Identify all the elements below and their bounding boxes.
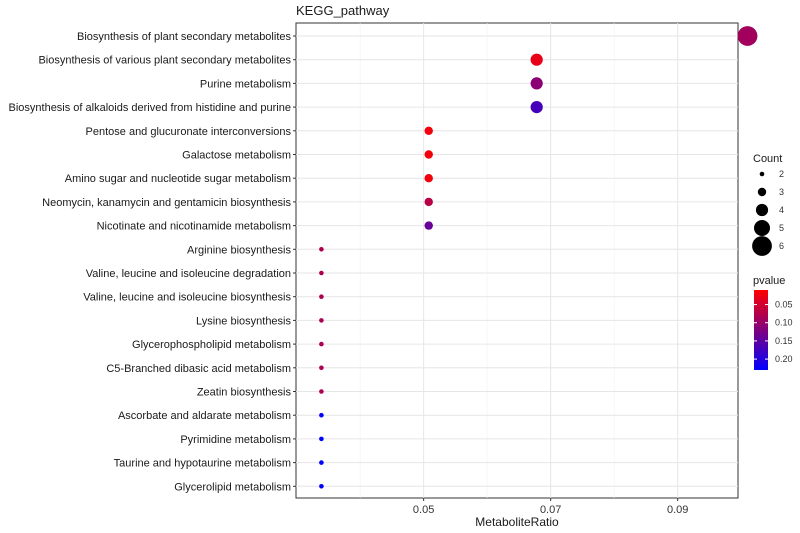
pathway-label: Taurine and hypotaurine metabolism	[114, 458, 291, 470]
data-point	[530, 77, 543, 90]
pvalue-tick-label: 0.10	[775, 318, 793, 328]
count-legend-label: 5	[779, 223, 784, 233]
pathway-label: Purine metabolism	[200, 78, 291, 90]
count-legend-key	[755, 203, 769, 217]
pathway-label: Pyrimidine metabolism	[180, 434, 291, 446]
count-legend-key	[757, 187, 767, 197]
pathway-label: Neomycin, kanamycin and gentamicin biosy…	[42, 197, 291, 209]
data-point	[319, 436, 324, 442]
pvalue-tick-label: 0.05	[775, 300, 793, 310]
data-point	[319, 318, 324, 323]
data-point	[424, 126, 433, 135]
chart-title: KEGG_pathway	[296, 3, 390, 18]
data-point	[737, 26, 758, 46]
plot-panel	[295, 22, 739, 499]
x-tick-label: 0.09	[667, 504, 688, 516]
pvalue-legend-title: pvalue	[753, 275, 785, 287]
data-point	[319, 412, 324, 418]
pathway-label: Ascorbate and aldarate metabolism	[118, 410, 291, 422]
minor-gridlines	[359, 23, 615, 498]
data-point	[530, 53, 543, 66]
count-legend-label: 2	[779, 169, 784, 179]
data-point	[319, 484, 324, 489]
pathway-label: Biosynthesis of alkaloids derived from h…	[9, 102, 292, 114]
data-point	[424, 150, 433, 159]
pathway-label: C5-Branched dibasic acid metabolism	[106, 363, 291, 375]
pathway-label: Valine, leucine and isoleucine biosynthe…	[83, 292, 291, 304]
count-legend-key	[752, 236, 772, 256]
data-point	[424, 221, 433, 230]
x-axis-ticks: 0.05 0.07 0.09	[413, 498, 688, 516]
count-legend: Count 2 3 4 5 6	[752, 153, 784, 256]
data-point	[319, 247, 324, 252]
pathway-label: Zeatin biosynthesis	[197, 387, 292, 399]
data-point	[424, 197, 433, 207]
count-legend-label: 4	[779, 205, 784, 215]
count-legend-title: Count	[753, 153, 782, 165]
pvalue-tick-label: 0.20	[775, 354, 793, 364]
x-tick-label: 0.07	[540, 504, 561, 516]
data-point	[319, 294, 324, 300]
count-legend-label: 6	[779, 241, 784, 251]
pathway-label: Biosynthesis of various plant secondary …	[38, 55, 291, 67]
count-legend-label: 3	[779, 187, 784, 197]
data-point	[424, 174, 433, 183]
data-point	[530, 101, 543, 114]
data-point	[319, 270, 324, 276]
pathway-labels: Biosynthesis of plant secondary metaboli…	[9, 31, 296, 493]
x-tick-label: 0.05	[413, 504, 434, 516]
pathway-label: Glycerophospholipid metabolism	[132, 339, 291, 351]
pathway-label: Amino sugar and nucleotide sugar metabol…	[65, 173, 291, 185]
pathway-label: Biosynthesis of plant secondary metaboli…	[77, 31, 292, 43]
x-axis-title: MetaboliteRatio	[475, 515, 559, 529]
pathway-label: Nicotinate and nicotinamide metabolism	[97, 221, 291, 233]
pathway-label: Valine, leucine and isoleucine degradati…	[86, 268, 291, 280]
pathway-label: Lysine biosynthesis	[196, 315, 291, 327]
pathway-label: Arginine biosynthesis	[187, 244, 291, 256]
pvalue-tick-label: 0.15	[775, 336, 793, 346]
pvalue-legend: pvalue 0.05 0.10 0.15 0.20	[753, 275, 793, 370]
pvalue-colorbar	[754, 290, 768, 370]
data-point	[319, 460, 324, 465]
pathway-label: Glycerolipid metabolism	[174, 481, 291, 493]
count-legend-key	[759, 171, 765, 177]
count-legend-key	[754, 220, 770, 236]
data-points	[319, 26, 758, 489]
major-gridlines	[296, 23, 738, 498]
data-point	[319, 365, 324, 371]
pathway-label: Galactose metabolism	[182, 150, 291, 162]
data-point	[319, 341, 324, 347]
pathway-label: Pentose and glucuronate interconversions	[86, 126, 292, 138]
data-point	[319, 389, 324, 394]
